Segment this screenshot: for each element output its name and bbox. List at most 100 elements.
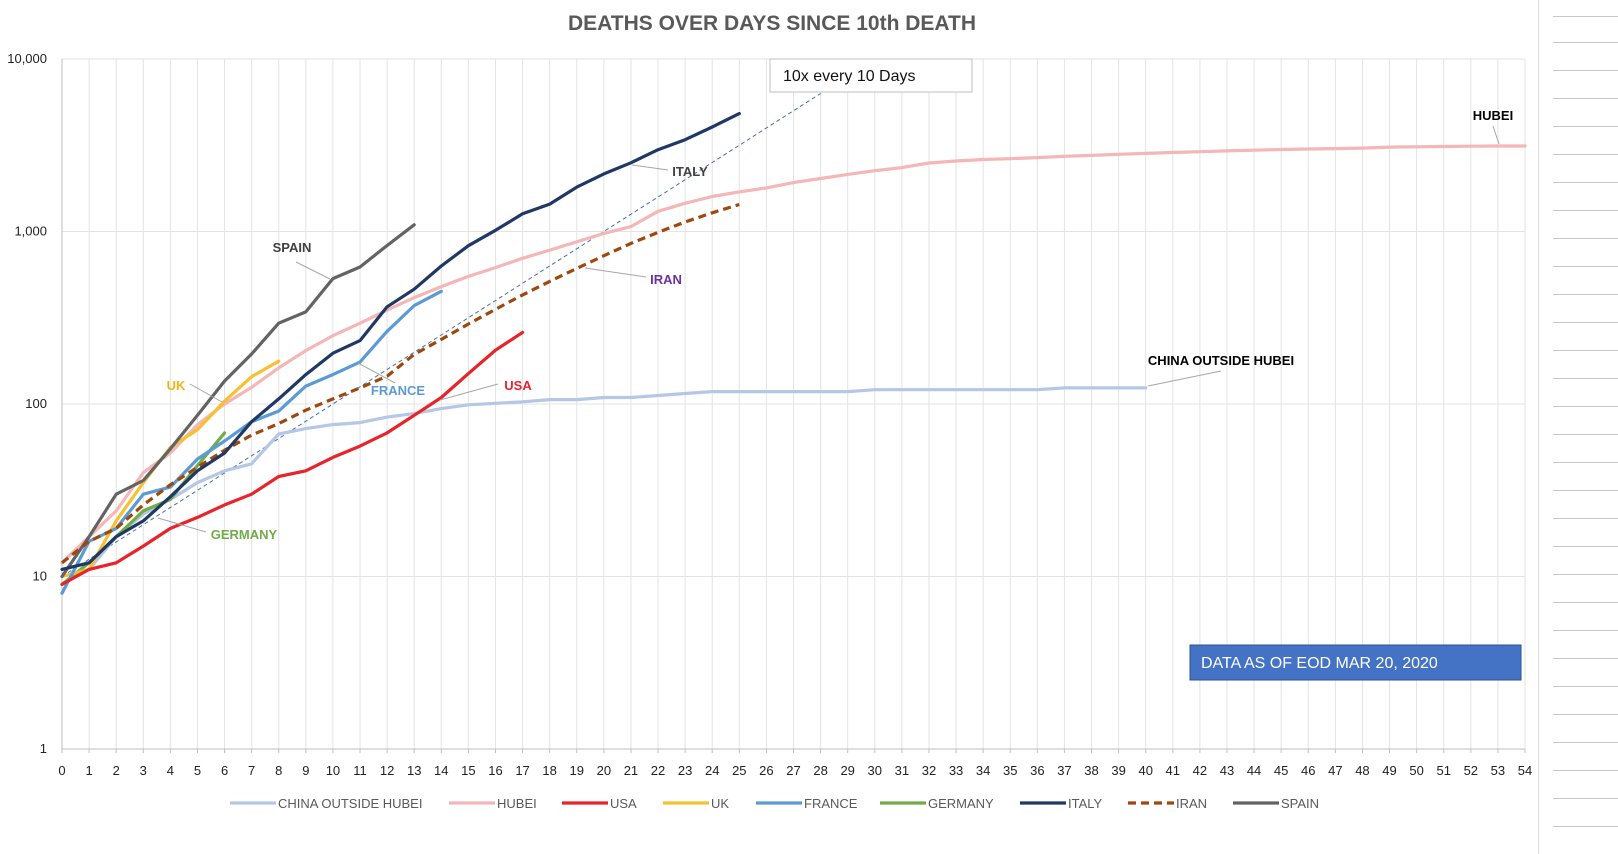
x-tick-label: 42 xyxy=(1193,763,1207,778)
x-tick-label: 15 xyxy=(461,763,475,778)
y-tick-label: 10,000 xyxy=(7,51,47,66)
reference-label-box: 10x every 10 Days xyxy=(769,58,973,93)
x-tick-label: 21 xyxy=(624,763,638,778)
annotation-france: FRANCE xyxy=(371,383,425,398)
annotation-leader xyxy=(295,261,331,280)
y-tick-label: 10 xyxy=(33,569,47,584)
series-line-china-outside-hubei xyxy=(60,386,1148,587)
legend-label: CHINA OUTSIDE HUBEI xyxy=(278,796,422,811)
x-tick-label: 16 xyxy=(488,763,502,778)
annotation-leader xyxy=(439,383,499,401)
x-tick-label: 45 xyxy=(1274,763,1288,778)
x-tick-label: 50 xyxy=(1409,763,1423,778)
x-tick-label: 38 xyxy=(1084,763,1098,778)
annotation-leader xyxy=(157,517,207,533)
x-tick-label: 12 xyxy=(380,763,394,778)
annotation-leader xyxy=(189,383,223,403)
legend-label: USA xyxy=(610,796,637,811)
x-tick-label: 34 xyxy=(976,763,990,778)
note-text: DATA AS OF EOD MAR 20, 2020 xyxy=(1201,655,1438,672)
x-tick-label: 47 xyxy=(1328,763,1342,778)
annotation-leader xyxy=(631,164,669,171)
annotation-spain: SPAIN xyxy=(273,240,312,255)
annotation-hubei: HUBEI xyxy=(1473,108,1513,123)
x-tick-label: 3 xyxy=(140,763,147,778)
x-tick-label: 49 xyxy=(1382,763,1396,778)
annotation-usa: USA xyxy=(504,378,532,393)
series-line-hubei xyxy=(60,144,1527,565)
reference-line-10x xyxy=(61,93,821,577)
x-tick-label: 48 xyxy=(1355,763,1369,778)
reference-line xyxy=(61,93,821,577)
x-tick-label: 44 xyxy=(1247,763,1261,778)
x-tick-label: 46 xyxy=(1301,763,1315,778)
x-tick-label: 1 xyxy=(85,763,92,778)
series xyxy=(60,111,1527,595)
series-line-iran xyxy=(61,202,740,565)
x-tick-label: 29 xyxy=(840,763,854,778)
x-tick-label: 36 xyxy=(1030,763,1044,778)
annotation-iran: IRAN xyxy=(650,272,682,287)
x-tick-label: 33 xyxy=(949,763,963,778)
annotation-italy: ITALY xyxy=(672,164,708,179)
chart: DEATHS OVER DAYS SINCE 10th DEATH 110100… xyxy=(7,12,1532,811)
x-tick-label: 24 xyxy=(705,763,719,778)
legend-label: FRANCE xyxy=(804,796,858,811)
annotation-leaders xyxy=(157,125,1500,533)
x-tick-label: 26 xyxy=(759,763,773,778)
x-tick-label: 52 xyxy=(1464,763,1478,778)
x-tick-label: 25 xyxy=(732,763,746,778)
x-tick-label: 54 xyxy=(1518,763,1532,778)
annotation-uk: UK xyxy=(167,378,186,393)
annotation-china-outside-hubei: CHINA OUTSIDE HUBEI xyxy=(1148,353,1294,368)
annotation-leader xyxy=(357,362,396,384)
legend-label: SPAIN xyxy=(1281,796,1319,811)
x-tick-label: 37 xyxy=(1057,763,1071,778)
x-tick-label: 32 xyxy=(922,763,936,778)
x-tick-label: 5 xyxy=(194,763,201,778)
x-tick-label: 40 xyxy=(1138,763,1152,778)
x-tick-label: 41 xyxy=(1166,763,1180,778)
x-tick-label: 43 xyxy=(1220,763,1234,778)
x-tick-label: 18 xyxy=(542,763,556,778)
x-tick-label: 14 xyxy=(434,763,448,778)
reference-label: 10x every 10 Days xyxy=(783,68,916,85)
legend-label: IRAN xyxy=(1176,796,1207,811)
x-tick-label: 7 xyxy=(248,763,255,778)
x-tick-label: 30 xyxy=(868,763,882,778)
annotation-leader xyxy=(1147,370,1222,387)
annotation-leader xyxy=(1492,125,1500,145)
series-line-italy xyxy=(60,111,741,572)
x-tick-label: 51 xyxy=(1436,763,1450,778)
x-tick-label: 9 xyxy=(302,763,309,778)
y-axis: 1 10 100 1,000 10,000 xyxy=(7,51,47,756)
x-tick-label: 8 xyxy=(275,763,282,778)
spreadsheet-edge xyxy=(1538,0,1618,854)
x-tick-label: 35 xyxy=(1003,763,1017,778)
legend-label: GERMANY xyxy=(928,796,994,811)
series-line-spain xyxy=(60,223,416,579)
x-tick-label: 22 xyxy=(651,763,665,778)
series-line-usa xyxy=(60,330,525,587)
annotation-germany: GERMANY xyxy=(211,527,278,542)
x-tick-label: 28 xyxy=(813,763,827,778)
y-tick-label: 1,000 xyxy=(14,224,47,239)
x-tick-label: 19 xyxy=(570,763,584,778)
y-tick-label: 1 xyxy=(40,741,47,756)
x-tick-label: 11 xyxy=(353,763,367,778)
x-tick-label: 27 xyxy=(786,763,800,778)
x-tick-label: 4 xyxy=(167,763,174,778)
x-tick-label: 53 xyxy=(1491,763,1505,778)
legend-label: HUBEI xyxy=(497,796,537,811)
annotations: SPAIN ITALY IRAN UK FRANCE USA GERMANY HUBEI CHI… xyxy=(167,108,1514,542)
x-tick-label: 31 xyxy=(895,763,909,778)
x-tick-label: 6 xyxy=(221,763,228,778)
legend: CHINA OUTSIDE HUBEI HUBEI USA UK FRANCE GERMA… xyxy=(230,796,1319,811)
x-tick-label: 10 xyxy=(326,763,340,778)
x-tick-label: 17 xyxy=(515,763,529,778)
x-tick-label: 2 xyxy=(113,763,120,778)
x-tick-label: 0 xyxy=(58,763,65,778)
y-tick-label: 100 xyxy=(25,396,47,411)
note-box: DATA AS OF EOD MAR 20, 2020 xyxy=(1189,644,1522,681)
legend-label: UK xyxy=(711,796,729,811)
